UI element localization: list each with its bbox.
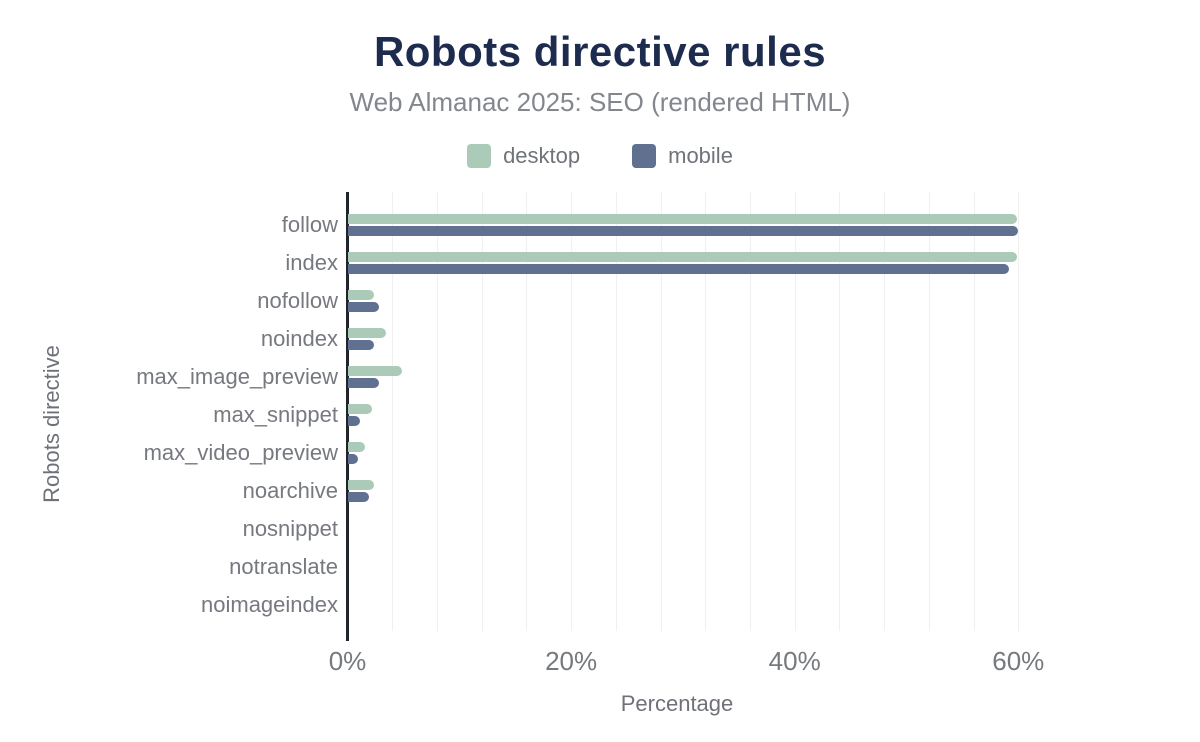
x-tick-0%: 0% [328, 646, 367, 676]
legend-label-desktop: desktop [503, 143, 581, 168]
bar-desktop-max_image_preview [347, 365, 403, 376]
legend-item-mobile: mobile [632, 143, 733, 169]
gridline-52 [928, 192, 930, 631]
gridline-20 [571, 192, 573, 631]
category-label-nosnippet: nosnippet [242, 515, 338, 541]
bar-desktop-max_snippet [347, 403, 373, 414]
legend-swatch-desktop [467, 144, 492, 168]
category-label-max_snippet: max_snippet [213, 401, 338, 427]
gridline-12 [481, 192, 483, 631]
gridline-44 [839, 192, 841, 631]
category-label-follow: follow [281, 211, 338, 237]
chart-title: Robots directive rules [373, 28, 827, 75]
bar-mobile-noarchive [347, 491, 369, 502]
bar-mobile-nofollow [347, 301, 379, 312]
gridline-60 [1018, 192, 1020, 631]
bar-mobile-max_video_preview [347, 453, 358, 464]
gridline-40 [794, 192, 796, 631]
category-label-max_video_preview: max_video_preview [143, 439, 338, 465]
category-label-notranslate: notranslate [229, 553, 338, 579]
bar-desktop-max_video_preview [347, 441, 366, 452]
bar-desktop-noindex [347, 327, 386, 338]
x-axis-title: Percentage [620, 691, 734, 716]
bar-mobile-follow [347, 225, 1019, 236]
x-tick-40%: 40% [768, 646, 821, 676]
bar-mobile-noindex [347, 339, 375, 350]
bar-mobile-index [347, 263, 1010, 274]
gridline-16 [526, 192, 528, 631]
category-label-max_image_preview: max_image_preview [136, 363, 338, 389]
bar-mobile-max_snippet [347, 415, 360, 426]
gridline-32 [705, 192, 707, 631]
category-label-nofollow: nofollow [257, 287, 338, 313]
bar-desktop-nofollow [347, 289, 375, 300]
x-tick-20%: 20% [545, 646, 598, 676]
legend-label-mobile: mobile [668, 143, 733, 168]
bar-desktop-index [347, 251, 1018, 262]
x-tick-60%: 60% [992, 646, 1045, 676]
category-label-noimageindex: noimageindex [201, 591, 338, 617]
gridline-24 [615, 192, 617, 631]
category-label-noarchive: noarchive [242, 477, 338, 503]
gridline-56 [973, 192, 975, 631]
category-label-index: index [285, 249, 338, 275]
gridline-48 [884, 192, 886, 631]
bar-desktop-follow [347, 213, 1018, 224]
chart-legend: desktop mobile [0, 143, 1200, 169]
gridline-4 [392, 192, 394, 631]
chart-subtitle: Web Almanac 2025: SEO (rendered HTML) [349, 87, 851, 117]
y-axis-line [346, 192, 349, 641]
legend-item-desktop: desktop [467, 143, 580, 169]
bar-mobile-max_image_preview [347, 377, 379, 388]
category-label-noindex: noindex [260, 325, 338, 351]
gridline-28 [660, 192, 662, 631]
legend-swatch-mobile [632, 144, 657, 168]
gridline-8 [436, 192, 438, 631]
y-axis-title: Robots directive [39, 345, 64, 503]
bar-desktop-noarchive [347, 479, 375, 490]
gridline-36 [749, 192, 751, 631]
